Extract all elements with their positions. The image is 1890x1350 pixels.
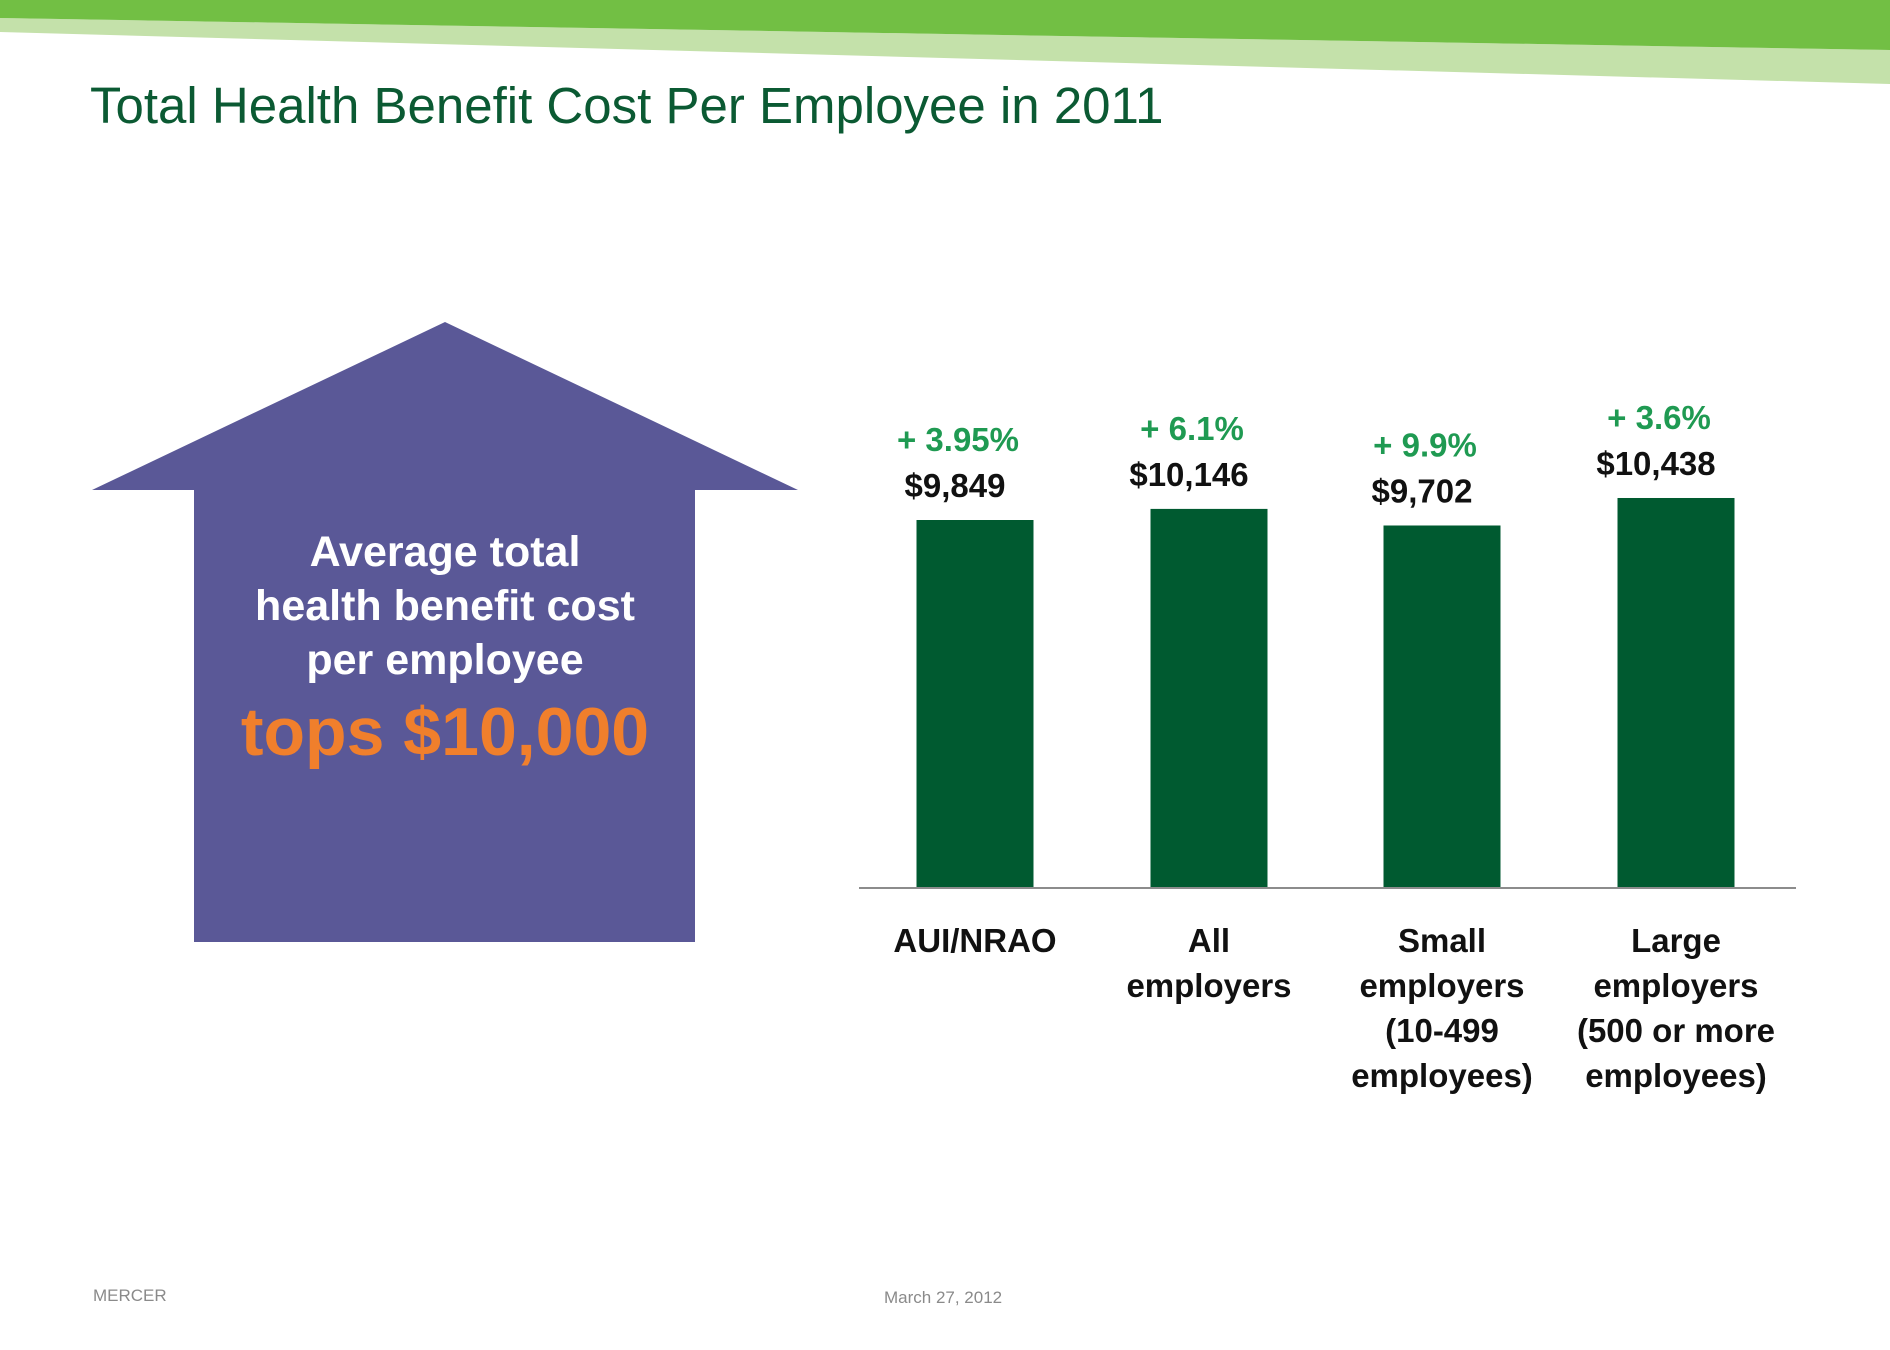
callout-highlight: tops $10,000 <box>240 694 650 770</box>
category-label-2: employers <box>1126 967 1291 1004</box>
value-label-3: $9,702 <box>1372 472 1473 509</box>
change-label-1: + 3.95% <box>897 421 1019 458</box>
bar-2 <box>1150 508 1268 888</box>
up-arrow-shape <box>92 322 798 942</box>
category-label-3: (10-499 <box>1385 1012 1499 1049</box>
callout-text: Average total health benefit cost per em… <box>194 525 696 775</box>
footer-brand: MERCER <box>93 1286 167 1305</box>
bar-3 <box>1383 525 1501 888</box>
bar-4 <box>1617 497 1735 888</box>
header-band-dark <box>0 0 1890 50</box>
category-label-3: employees) <box>1351 1057 1533 1094</box>
slide-title: Total Health Benefit Cost Per Employee i… <box>90 77 1164 134</box>
category-label-4: (500 or more <box>1577 1012 1775 1049</box>
footer-date: March 27, 2012 <box>884 1288 1003 1307</box>
change-label-3: + 9.9% <box>1373 426 1477 463</box>
value-label-1: $9,849 <box>905 467 1006 504</box>
callout-line-1: Average total <box>309 528 581 576</box>
header-bands <box>0 0 1890 84</box>
category-label-4: employers <box>1593 967 1758 1004</box>
category-label-1: AUI/NRAO <box>893 922 1056 959</box>
change-label-4: + 3.6% <box>1607 399 1711 436</box>
category-label-3: Small <box>1398 922 1486 959</box>
bar-group: $9,849 + 3.95% AUI/NRAO $10,146 + 6.1% All emp… <box>893 399 1775 1094</box>
up-arrow-polygon <box>92 322 798 942</box>
value-label-4: $10,438 <box>1596 445 1715 482</box>
bar-1 <box>916 520 1034 888</box>
callout-line-2: health benefit cost <box>255 582 635 630</box>
category-label-4: Large <box>1631 922 1721 959</box>
category-label-3: employers <box>1359 967 1524 1004</box>
callout-line-3: per employee <box>306 636 584 684</box>
header-band-light <box>0 18 1890 84</box>
category-label-4: employees) <box>1585 1057 1767 1094</box>
category-label-2: All <box>1188 922 1230 959</box>
change-label-2: + 6.1% <box>1140 410 1244 447</box>
value-label-2: $10,146 <box>1129 456 1248 493</box>
